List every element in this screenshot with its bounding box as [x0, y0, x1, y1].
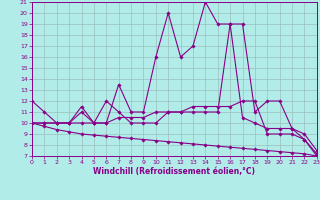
X-axis label: Windchill (Refroidissement éolien,°C): Windchill (Refroidissement éolien,°C): [93, 167, 255, 176]
